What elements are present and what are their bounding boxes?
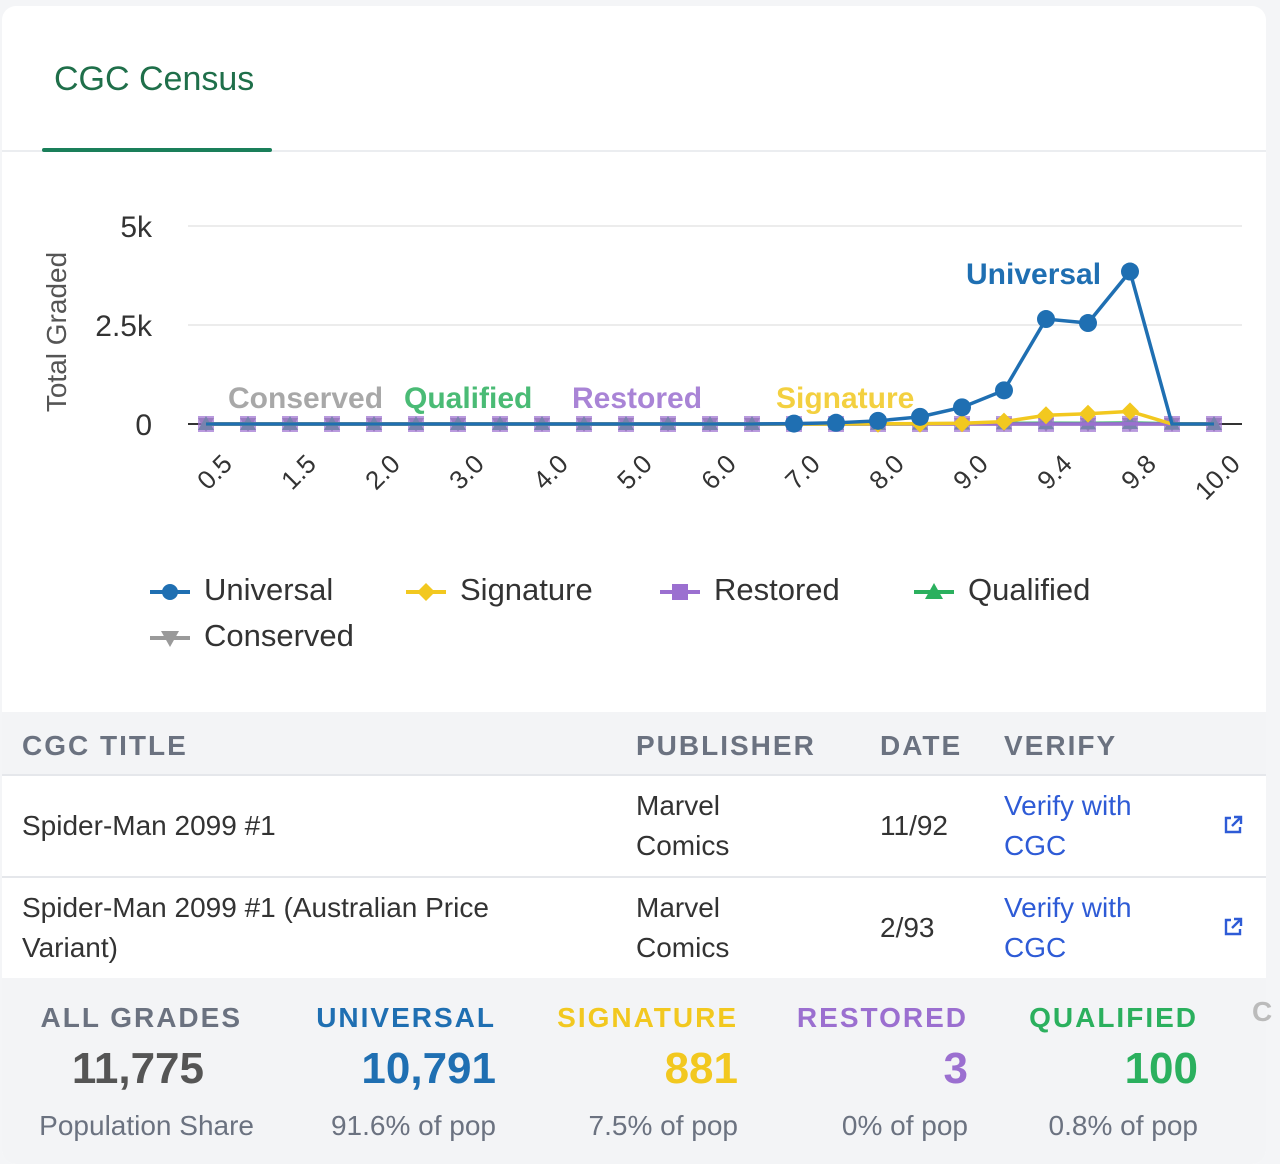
x-tick-label: 3.0 <box>443 449 490 496</box>
stat-sub: 0.8% of pop <box>1048 1110 1198 1141</box>
truncated-stat-label: C <box>1252 996 1273 1027</box>
stat-value: 10,791 <box>361 1044 496 1093</box>
data-point <box>1080 416 1096 432</box>
census-chart: 5k 2.5k 0 Total Graded 0.5 1.5 2.0 3.0 4.0 5.0 6.0… <box>41 211 1246 506</box>
stat-value: 100 <box>1124 1044 1198 1093</box>
verify-with-cgc-link[interactable]: Verify with CGC <box>1004 790 1132 861</box>
data-point <box>869 411 887 430</box>
cell-publisher: Marvel Comics <box>636 790 730 861</box>
chart-legend: Universal Signature Restored Qualified C… <box>148 572 1148 672</box>
square-marker-icon <box>660 584 700 600</box>
data-point <box>1121 402 1139 421</box>
verify-with-cgc-link[interactable]: Verify with CGC <box>1004 892 1132 963</box>
series-label-conserved: Conserved <box>228 382 383 415</box>
data-point <box>911 407 929 426</box>
x-tick-label: 0.5 <box>191 449 238 496</box>
data-point <box>785 414 803 433</box>
x-tick-label: 2.0 <box>359 449 406 496</box>
data-point <box>1079 314 1097 333</box>
data-point <box>995 381 1013 400</box>
stat-label: QUALIFIED <box>1029 1002 1198 1033</box>
stat-sub: Population Share <box>39 1110 254 1141</box>
x-tick-label: 9.0 <box>947 449 994 496</box>
external-link-icon[interactable] <box>1222 916 1244 943</box>
x-tick-label: 5.0 <box>611 449 658 496</box>
y-tick-label: 5k <box>120 211 153 244</box>
x-tick-label: 7.0 <box>779 449 826 496</box>
legend-label: Signature <box>460 572 593 607</box>
tab-active-underline <box>42 148 272 152</box>
data-point <box>1037 406 1055 425</box>
census-card: CGC Census 5k 2.5k 0 Total Graded 0.5 1.5 2.0 3… <box>2 6 1266 1164</box>
x-tick-label: 8.0 <box>863 449 910 496</box>
cell-title: Spider-Man 2099 #1 (Australian Price Var… <box>22 892 489 963</box>
population-stats: ALL GRADES 11,775 Population Share UNIVE… <box>2 978 1266 1164</box>
column-header-verify: VERIFY <box>1004 730 1118 761</box>
cell-date: 2/93 <box>880 912 935 943</box>
cell-date: 11/92 <box>880 810 948 841</box>
series-label-universal: Universal <box>966 258 1101 291</box>
tab-cgc-census[interactable]: CGC Census <box>42 6 272 152</box>
tab-bar: CGC Census <box>2 6 1266 152</box>
circle-marker-icon <box>150 584 190 600</box>
column-header-date: DATE <box>880 730 963 761</box>
x-tick-label: 6.0 <box>695 449 742 496</box>
stat-sub: 7.5% of pop <box>588 1110 738 1141</box>
data-point <box>995 412 1013 431</box>
legend-label: Restored <box>714 572 840 607</box>
stat-value: 881 <box>664 1044 738 1093</box>
tab-label: CGC Census <box>54 60 255 98</box>
table-row: Spider-Man 2099 #1 Marvel Comics 11/92 V… <box>2 776 1266 878</box>
series-label-restored: Restored <box>572 382 702 415</box>
column-header-title: CGC TITLE <box>22 730 188 761</box>
stat-value: 11,775 <box>71 1044 204 1093</box>
data-point <box>1121 262 1139 281</box>
y-tick-label: 0 <box>135 409 152 442</box>
data-point <box>1037 310 1055 329</box>
table-header: CGC TITLE PUBLISHER DATE VERIFY <box>2 712 1266 776</box>
stat-label: ALL GRADES <box>40 1002 242 1033</box>
data-point <box>953 414 971 433</box>
data-point <box>1122 415 1138 432</box>
stat-label: RESTORED <box>796 1002 968 1033</box>
legend-label: Universal <box>204 572 334 607</box>
y-tick-label: 2.5k <box>95 310 153 343</box>
series-label-qualified: Qualified <box>404 382 532 415</box>
x-tick-label: 4.0 <box>527 449 574 496</box>
triangle-down-marker-icon <box>150 631 190 647</box>
stat-sub: 0% of pop <box>841 1110 968 1141</box>
y-axis-label: Total Graded <box>41 252 72 412</box>
stat-label: UNIVERSAL <box>316 1002 496 1033</box>
legend-label: Conserved <box>204 618 354 653</box>
x-tick-label: 9.4 <box>1031 449 1078 496</box>
external-link-icon[interactable] <box>1222 814 1244 841</box>
triangle-marker-icon <box>914 583 954 599</box>
x-tick-label: 9.8 <box>1115 449 1162 496</box>
x-tick-label: 10.0 <box>1189 449 1246 506</box>
data-point <box>1079 404 1097 423</box>
data-point <box>953 398 971 417</box>
cell-title: Spider-Man 2099 #1 <box>22 810 276 841</box>
legend-label: Qualified <box>968 572 1091 607</box>
x-tick-label: 1.5 <box>275 449 322 496</box>
diamond-marker-icon <box>406 583 446 601</box>
series-label-signature: Signature <box>776 382 914 415</box>
cell-publisher: Marvel Comics <box>636 892 730 963</box>
column-header-publisher: PUBLISHER <box>636 730 816 761</box>
table-row: Spider-Man 2099 #1 (Australian Price Var… <box>2 878 1266 980</box>
stat-sub: 91.6% of pop <box>330 1110 496 1141</box>
data-point <box>827 413 845 432</box>
stat-value: 3 <box>943 1044 968 1093</box>
stat-label: SIGNATURE <box>557 1002 738 1033</box>
